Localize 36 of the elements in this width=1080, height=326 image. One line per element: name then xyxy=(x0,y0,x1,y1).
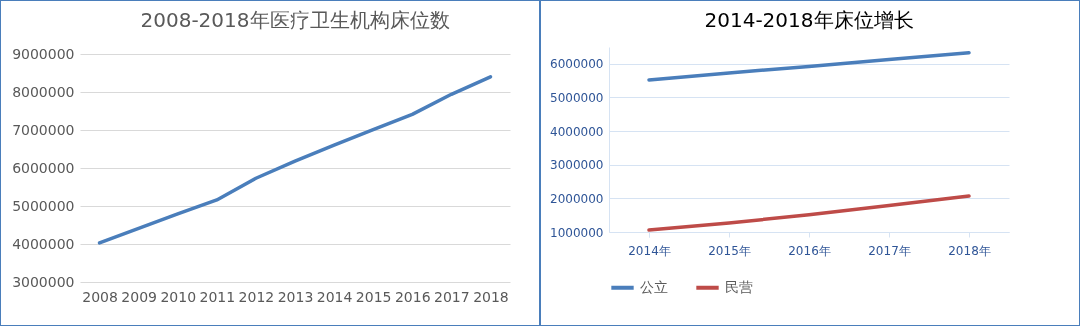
x-tick-label: 2008 xyxy=(82,288,118,305)
x-tick-label: 2013 xyxy=(277,288,314,305)
legend-label: 公立 xyxy=(640,278,668,295)
y-tick-label: 4000000 xyxy=(550,124,604,139)
chart-title: 2014-2018年床位增长 xyxy=(704,8,914,32)
x-tick-label: 2014 xyxy=(316,288,353,305)
x-tick-label: 2010 xyxy=(160,288,197,305)
y-tick-label: 5000000 xyxy=(12,197,75,214)
y-tick-label: 8000000 xyxy=(12,83,75,100)
x-tick-label: 2017 xyxy=(434,288,470,305)
y-tick-label: 4000000 xyxy=(12,235,75,252)
x-tick-label: 2018年 xyxy=(948,243,991,258)
y-tick-label: 1000000 xyxy=(550,225,604,240)
x-tick-label: 2018 xyxy=(473,288,509,305)
y-tick-label: 3000000 xyxy=(12,273,75,290)
y-tick-label: 3000000 xyxy=(550,158,604,173)
x-tick-label: 2009 xyxy=(121,288,157,305)
x-tick-label: 2016 xyxy=(394,288,431,305)
x-tick-label: 2015 xyxy=(355,288,392,305)
line-series xyxy=(647,50,971,82)
chart-title: 2008-2018年医疗卫生机构床位数 xyxy=(140,8,450,32)
x-tick-label: 2011 xyxy=(199,288,236,305)
line-series xyxy=(647,194,971,232)
x-tick-label: 2015年 xyxy=(708,243,751,258)
x-tick-label: 2014年 xyxy=(628,243,671,258)
y-tick-label: 6000000 xyxy=(550,57,604,72)
y-tick-label: 5000000 xyxy=(550,90,604,105)
y-tick-label: 6000000 xyxy=(12,159,75,176)
x-tick-label: 2012 xyxy=(238,288,275,305)
legend-label: 民营 xyxy=(725,278,753,295)
x-tick-label: 2016年 xyxy=(788,243,831,258)
y-tick-label: 7000000 xyxy=(12,121,75,138)
y-tick-label: 9000000 xyxy=(12,45,75,62)
x-tick-label: 2017年 xyxy=(868,243,911,258)
y-tick-label: 2000000 xyxy=(550,191,604,206)
line-series xyxy=(97,75,493,245)
